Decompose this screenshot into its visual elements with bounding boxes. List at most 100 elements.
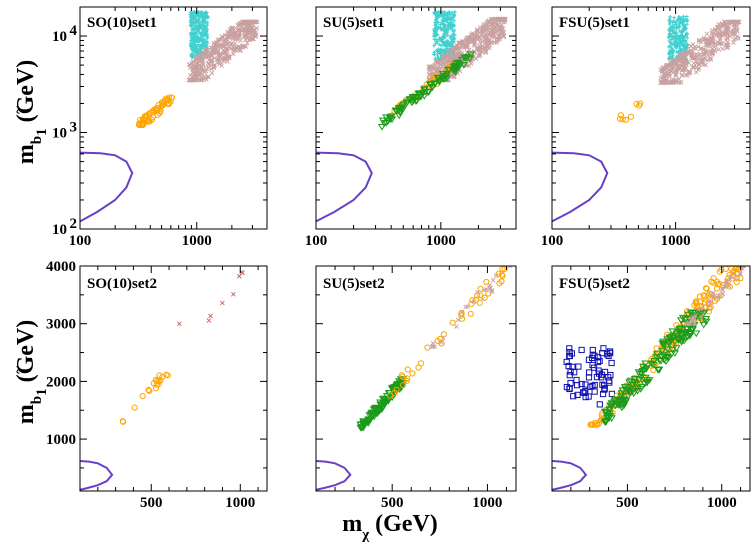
point <box>444 13 449 18</box>
point <box>490 16 495 22</box>
point <box>450 46 456 51</box>
point <box>213 45 219 50</box>
point <box>472 296 480 303</box>
point <box>440 56 445 62</box>
point <box>686 309 695 317</box>
point <box>477 40 483 45</box>
point <box>494 16 499 22</box>
point <box>685 48 691 54</box>
point <box>136 121 143 128</box>
point <box>213 40 219 45</box>
point <box>719 21 725 26</box>
point <box>719 29 724 34</box>
point <box>209 66 214 72</box>
point <box>196 12 201 17</box>
point <box>676 49 681 54</box>
y-tick-label: 3000 <box>46 317 76 333</box>
y-tick-exponent: 3 <box>70 120 78 136</box>
point <box>672 15 676 20</box>
panel-title: FSU(5)set2 <box>559 276 630 292</box>
point <box>704 42 710 48</box>
point <box>191 47 195 51</box>
point <box>448 24 453 28</box>
point <box>253 34 259 39</box>
point <box>487 282 492 288</box>
point <box>441 34 445 39</box>
point <box>499 272 506 280</box>
point <box>665 338 674 346</box>
point <box>740 266 746 269</box>
point <box>439 76 449 83</box>
point <box>439 51 443 55</box>
point <box>194 25 199 30</box>
point <box>696 298 704 305</box>
point <box>131 404 138 411</box>
point <box>488 17 494 22</box>
point <box>403 377 410 384</box>
point <box>485 34 490 40</box>
point <box>467 310 474 317</box>
point <box>439 14 444 18</box>
point <box>682 27 687 32</box>
point <box>483 287 489 292</box>
point <box>455 317 461 323</box>
point <box>481 35 487 41</box>
point <box>380 397 390 404</box>
panel-title: SU(5)set2 <box>323 276 385 292</box>
point <box>450 37 454 42</box>
point <box>679 337 689 345</box>
point <box>585 356 593 363</box>
point <box>658 340 667 348</box>
point <box>670 29 675 33</box>
point <box>198 24 203 28</box>
point <box>606 348 614 355</box>
x-tick-label: 1000 <box>182 233 212 249</box>
point <box>393 386 400 393</box>
point <box>404 375 411 382</box>
point <box>496 280 503 287</box>
point <box>582 388 589 395</box>
x-tick-label: 500 <box>140 495 163 511</box>
exclusion-boundary <box>80 151 134 223</box>
point <box>471 49 477 54</box>
point <box>450 41 455 45</box>
point <box>396 382 405 389</box>
point <box>477 45 483 50</box>
point <box>475 290 481 295</box>
point <box>191 21 196 25</box>
point <box>601 368 609 376</box>
point <box>731 31 737 37</box>
point <box>693 69 699 75</box>
panel-title: SO(10)set2 <box>87 276 157 292</box>
point <box>713 285 721 292</box>
ylabel-main: m <box>13 144 39 164</box>
point <box>434 14 439 19</box>
point <box>731 272 737 277</box>
point <box>501 33 507 39</box>
point <box>436 64 442 70</box>
ylabel-subsub-2: 1 <box>34 388 50 396</box>
point <box>566 372 573 379</box>
point <box>726 271 733 279</box>
point <box>566 348 573 356</box>
point <box>703 285 710 292</box>
point <box>463 43 469 49</box>
point <box>360 420 369 427</box>
point <box>152 376 159 384</box>
point <box>493 21 499 27</box>
point <box>663 346 672 353</box>
point <box>501 16 506 22</box>
point <box>432 50 437 55</box>
point <box>230 26 235 31</box>
panel-p2: 100 1000 SU(5)set1 <box>305 6 517 249</box>
point <box>237 48 243 54</box>
point <box>205 21 209 25</box>
point <box>435 39 440 44</box>
point <box>712 26 718 32</box>
plot-area <box>552 14 742 223</box>
plot-area <box>80 10 260 223</box>
exclusion-boundary <box>316 460 352 491</box>
point <box>670 58 676 63</box>
point <box>671 19 676 23</box>
point <box>693 300 700 307</box>
